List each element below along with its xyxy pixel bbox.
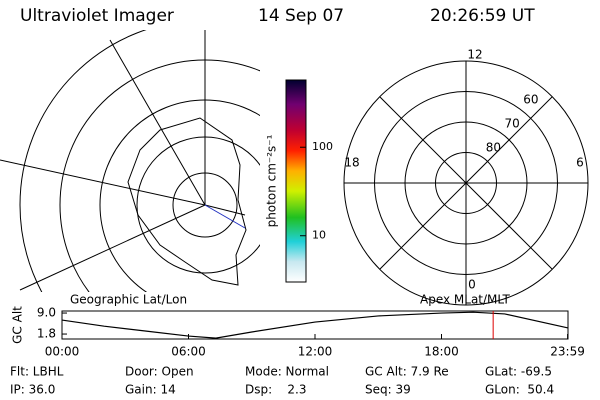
colorbar-tick-label: 100 (312, 140, 333, 153)
info-field: GC Alt: 7.9 Re (365, 365, 449, 379)
x-tick-label: 06:00 (171, 345, 206, 359)
lat-label: 80 (486, 140, 501, 154)
info-field: Seq: 39 (365, 383, 411, 397)
polar-ring (435, 152, 497, 214)
colorbar-label: photon cm⁻²s⁻¹ (265, 134, 279, 227)
colorbar-tick-label: 10 (312, 229, 326, 242)
info-field: Dsp: 2.3 (245, 383, 307, 397)
altitude-line (61, 311, 569, 339)
polar-outer-ring (343, 60, 589, 306)
x-tick-label: 18:00 (424, 345, 459, 359)
lat-label: 60 (523, 92, 538, 106)
info-field: IP: 36.0 (10, 383, 55, 397)
info-field: Flt: LBHL (10, 365, 64, 379)
mlt-label: 0 (468, 278, 476, 292)
geo-map (0, 30, 260, 292)
lat-label: 70 (505, 116, 520, 130)
info-field: Gain: 14 (125, 383, 176, 397)
mlt-label: 18 (344, 156, 359, 170)
polar-ring (404, 121, 528, 245)
date: 14 Sep 07 (258, 6, 344, 26)
info-field: GLat: -69.5 (485, 365, 552, 379)
x-tick-label: 12:00 (298, 345, 333, 359)
polar-ring (374, 91, 558, 275)
x-tick-label: 00:00 (45, 345, 80, 359)
y-tick-label: 9.0 (37, 306, 56, 320)
instrument: Ultraviolet Imager (20, 6, 174, 26)
colorbar (285, 79, 307, 283)
y-tick-label: 1.8 (37, 327, 56, 341)
y-label: GC Alt (11, 306, 25, 344)
info-field: Door: Open (125, 365, 194, 379)
mlt-label: 6 (576, 156, 584, 170)
x-tick-label: 23:59 (550, 345, 585, 359)
mlt-label: 12 (467, 48, 482, 62)
polar-frame (344, 61, 588, 305)
time: 20:26:59 UT (430, 6, 535, 26)
info-field: Mode: Normal (245, 365, 329, 379)
info-field: GLon: 50.4 (485, 383, 554, 397)
polar-title: Apex MLat/MLT (420, 293, 510, 307)
map-title: Geographic Lat/Lon (70, 293, 187, 307)
